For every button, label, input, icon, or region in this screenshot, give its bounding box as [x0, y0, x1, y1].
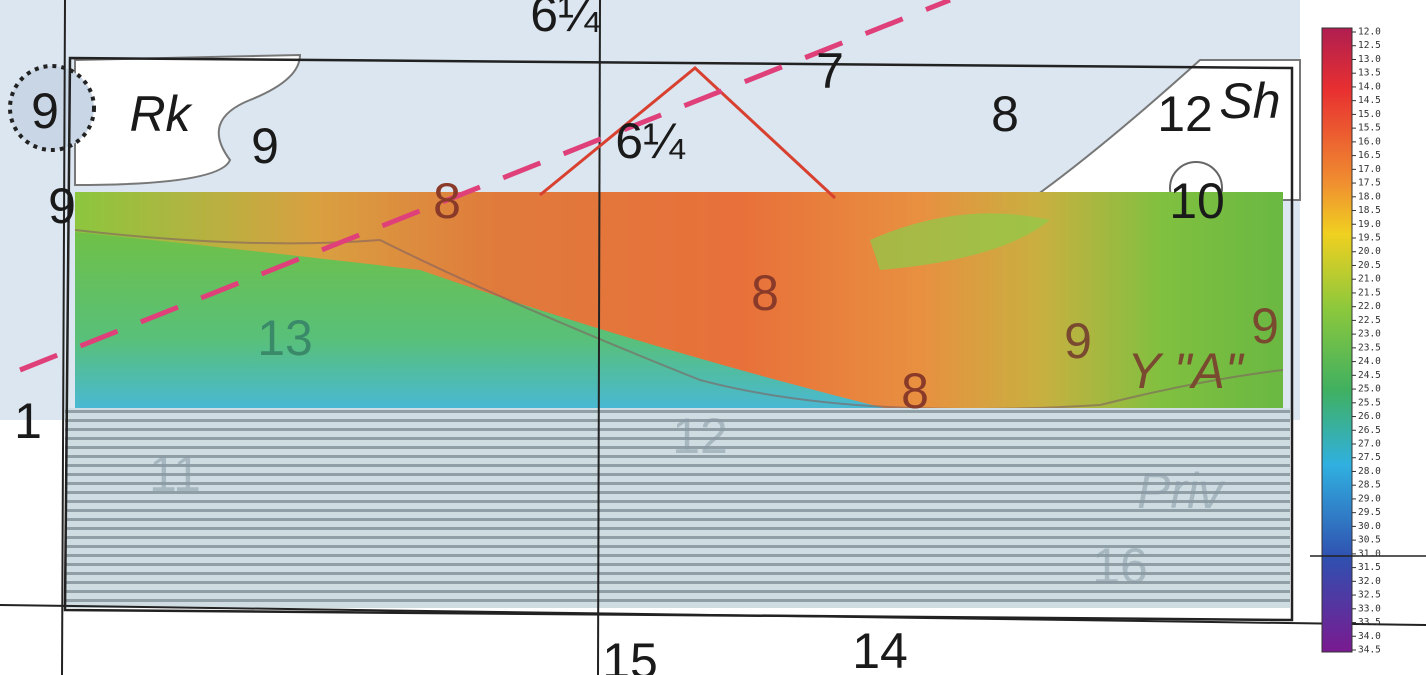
colorbar-tick-label: 21.0: [1358, 274, 1381, 285]
colorbar-tick-label: 14.0: [1358, 81, 1381, 92]
colorbar-tick-label: 31.0: [1358, 548, 1381, 559]
sounding: 14: [852, 623, 908, 675]
sounding: 6¼: [530, 0, 601, 42]
feature-label: Priv: [1137, 463, 1226, 519]
colorbar-tick-label: 19.5: [1358, 233, 1381, 244]
sounding: 8: [991, 86, 1019, 142]
colorbar-tick-label: 29.0: [1358, 493, 1381, 504]
sounding: 9: [251, 118, 279, 174]
sounding: 1: [14, 393, 42, 449]
sounding: 15: [602, 633, 658, 675]
colorbar-tick-label: 31.5: [1358, 562, 1381, 573]
colorbar-tick-label: 24.5: [1358, 370, 1381, 381]
colorbar-tick-label: 28.0: [1358, 466, 1381, 477]
colorbar-tick-label: 26.0: [1358, 411, 1381, 422]
colorbar-tick-label: 23.5: [1358, 342, 1381, 353]
colorbar-tick-label: 24.0: [1358, 356, 1381, 367]
colorbar-tick-label: 22.5: [1358, 315, 1381, 326]
colorbar-tick-label: 18.0: [1358, 191, 1381, 202]
colorbar-tick-label: 34.5: [1358, 645, 1381, 656]
map-view: 9 Rk 9 6¼ 6¼ 7 8 12 Sh 10 9 8 8 13 9 Y "…: [0, 0, 1426, 675]
sounding: 9: [1251, 298, 1279, 354]
sounding: 8: [901, 363, 929, 419]
sounding: 10: [1169, 173, 1225, 229]
feature-label: Rk: [129, 86, 193, 142]
colorbar-tick-label: 33.0: [1358, 603, 1381, 614]
sounding: 11: [149, 446, 201, 502]
colorbar-tick-label: 16.5: [1358, 150, 1381, 161]
sounding: 8: [751, 265, 779, 321]
colorbar-tick-label: 23.0: [1358, 329, 1381, 340]
colorbar: [1322, 28, 1352, 652]
sounding: 6¼: [615, 113, 686, 169]
sounding: 16: [1092, 538, 1148, 594]
colorbar-tick-label: 13.5: [1358, 68, 1381, 79]
colorbar-tick-label: 26.5: [1358, 425, 1381, 436]
colorbar-tick-label: 32.0: [1358, 576, 1381, 587]
colorbar-tick-label: 12.0: [1358, 27, 1381, 38]
colorbar-tick-label: 19.0: [1358, 219, 1381, 230]
sounding: 12: [672, 408, 728, 464]
sounding: 13: [257, 310, 313, 366]
sounding: 9: [31, 83, 59, 139]
sounding: 12: [1157, 86, 1213, 142]
colorbar-tick-label: 28.5: [1358, 480, 1381, 491]
colorbar-tick-label: 29.5: [1358, 507, 1381, 518]
colorbar-tick-label: 25.5: [1358, 397, 1381, 408]
sounding: 8: [433, 173, 461, 229]
colorbar-tick-label: 20.0: [1358, 246, 1381, 257]
colorbar-tick-label: 14.5: [1358, 95, 1381, 106]
colorbar-tick-label: 32.5: [1358, 590, 1381, 601]
colorbar-tick-label: 27.5: [1358, 452, 1381, 463]
colorbar-tick-label: 27.0: [1358, 439, 1381, 450]
colorbar-tick-label: 15.0: [1358, 109, 1381, 120]
colorbar-tick-label: 30.0: [1358, 521, 1381, 532]
colorbar-tick-label: 17.5: [1358, 178, 1381, 189]
colorbar-tick-label: 12.5: [1358, 40, 1381, 51]
colorbar-tick-label: 21.5: [1358, 287, 1381, 298]
colorbar-tick-label: 22.0: [1358, 301, 1381, 312]
colorbar-ticks: 12.0 12.5 13.0 13.5 14.0 14.5 15.0 15.5 16.0 16.5…: [1352, 27, 1381, 656]
sounding: 9: [48, 178, 76, 234]
colorbar-tick-label: 18.5: [1358, 205, 1381, 216]
colorbar-tick-label: 34.0: [1358, 631, 1381, 642]
sounding: 7: [816, 43, 844, 99]
feature-label: Y "A": [1127, 343, 1244, 399]
colorbar-tick-label: 16.0: [1358, 136, 1381, 147]
colorbar-tick-label: 20.5: [1358, 260, 1381, 271]
colorbar-tick-label: 15.5: [1358, 123, 1381, 134]
colorbar-tick-label: 17.0: [1358, 164, 1381, 175]
colorbar-tick-label: 25.0: [1358, 384, 1381, 395]
colorbar-tick-label: 30.5: [1358, 535, 1381, 546]
sounding: 9: [1064, 313, 1092, 369]
feature-label: Sh: [1219, 73, 1280, 129]
colorbar-tick-label: 33.5: [1358, 617, 1381, 628]
colorbar-tick-label: 13.0: [1358, 54, 1381, 65]
